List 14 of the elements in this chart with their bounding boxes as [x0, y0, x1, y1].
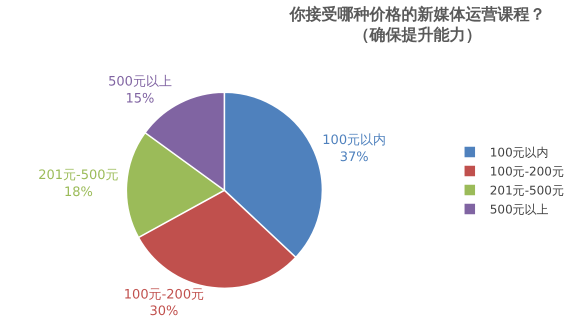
slice-label: 100元以内: [322, 132, 386, 148]
data-label: 37%: [340, 150, 369, 165]
legend-label: 100元以内: [490, 146, 549, 160]
legend-label: 100元-200元: [490, 164, 564, 179]
slice-label: 100元-200元: [124, 287, 204, 302]
data-label: 18%: [64, 185, 93, 200]
legend-label: 500元以上: [490, 202, 549, 217]
chart-title: 你接受哪种价格的新媒体运营课程？: [288, 4, 546, 24]
slice-label: 500元以上: [108, 74, 172, 90]
legend-label: 201元-500元: [490, 184, 564, 198]
slice-label: 201元-500元: [38, 168, 119, 184]
data-label: 15%: [126, 91, 154, 106]
chart-subtitle: （确保提升能力）: [354, 25, 482, 44]
data-label: 30%: [149, 304, 178, 320]
